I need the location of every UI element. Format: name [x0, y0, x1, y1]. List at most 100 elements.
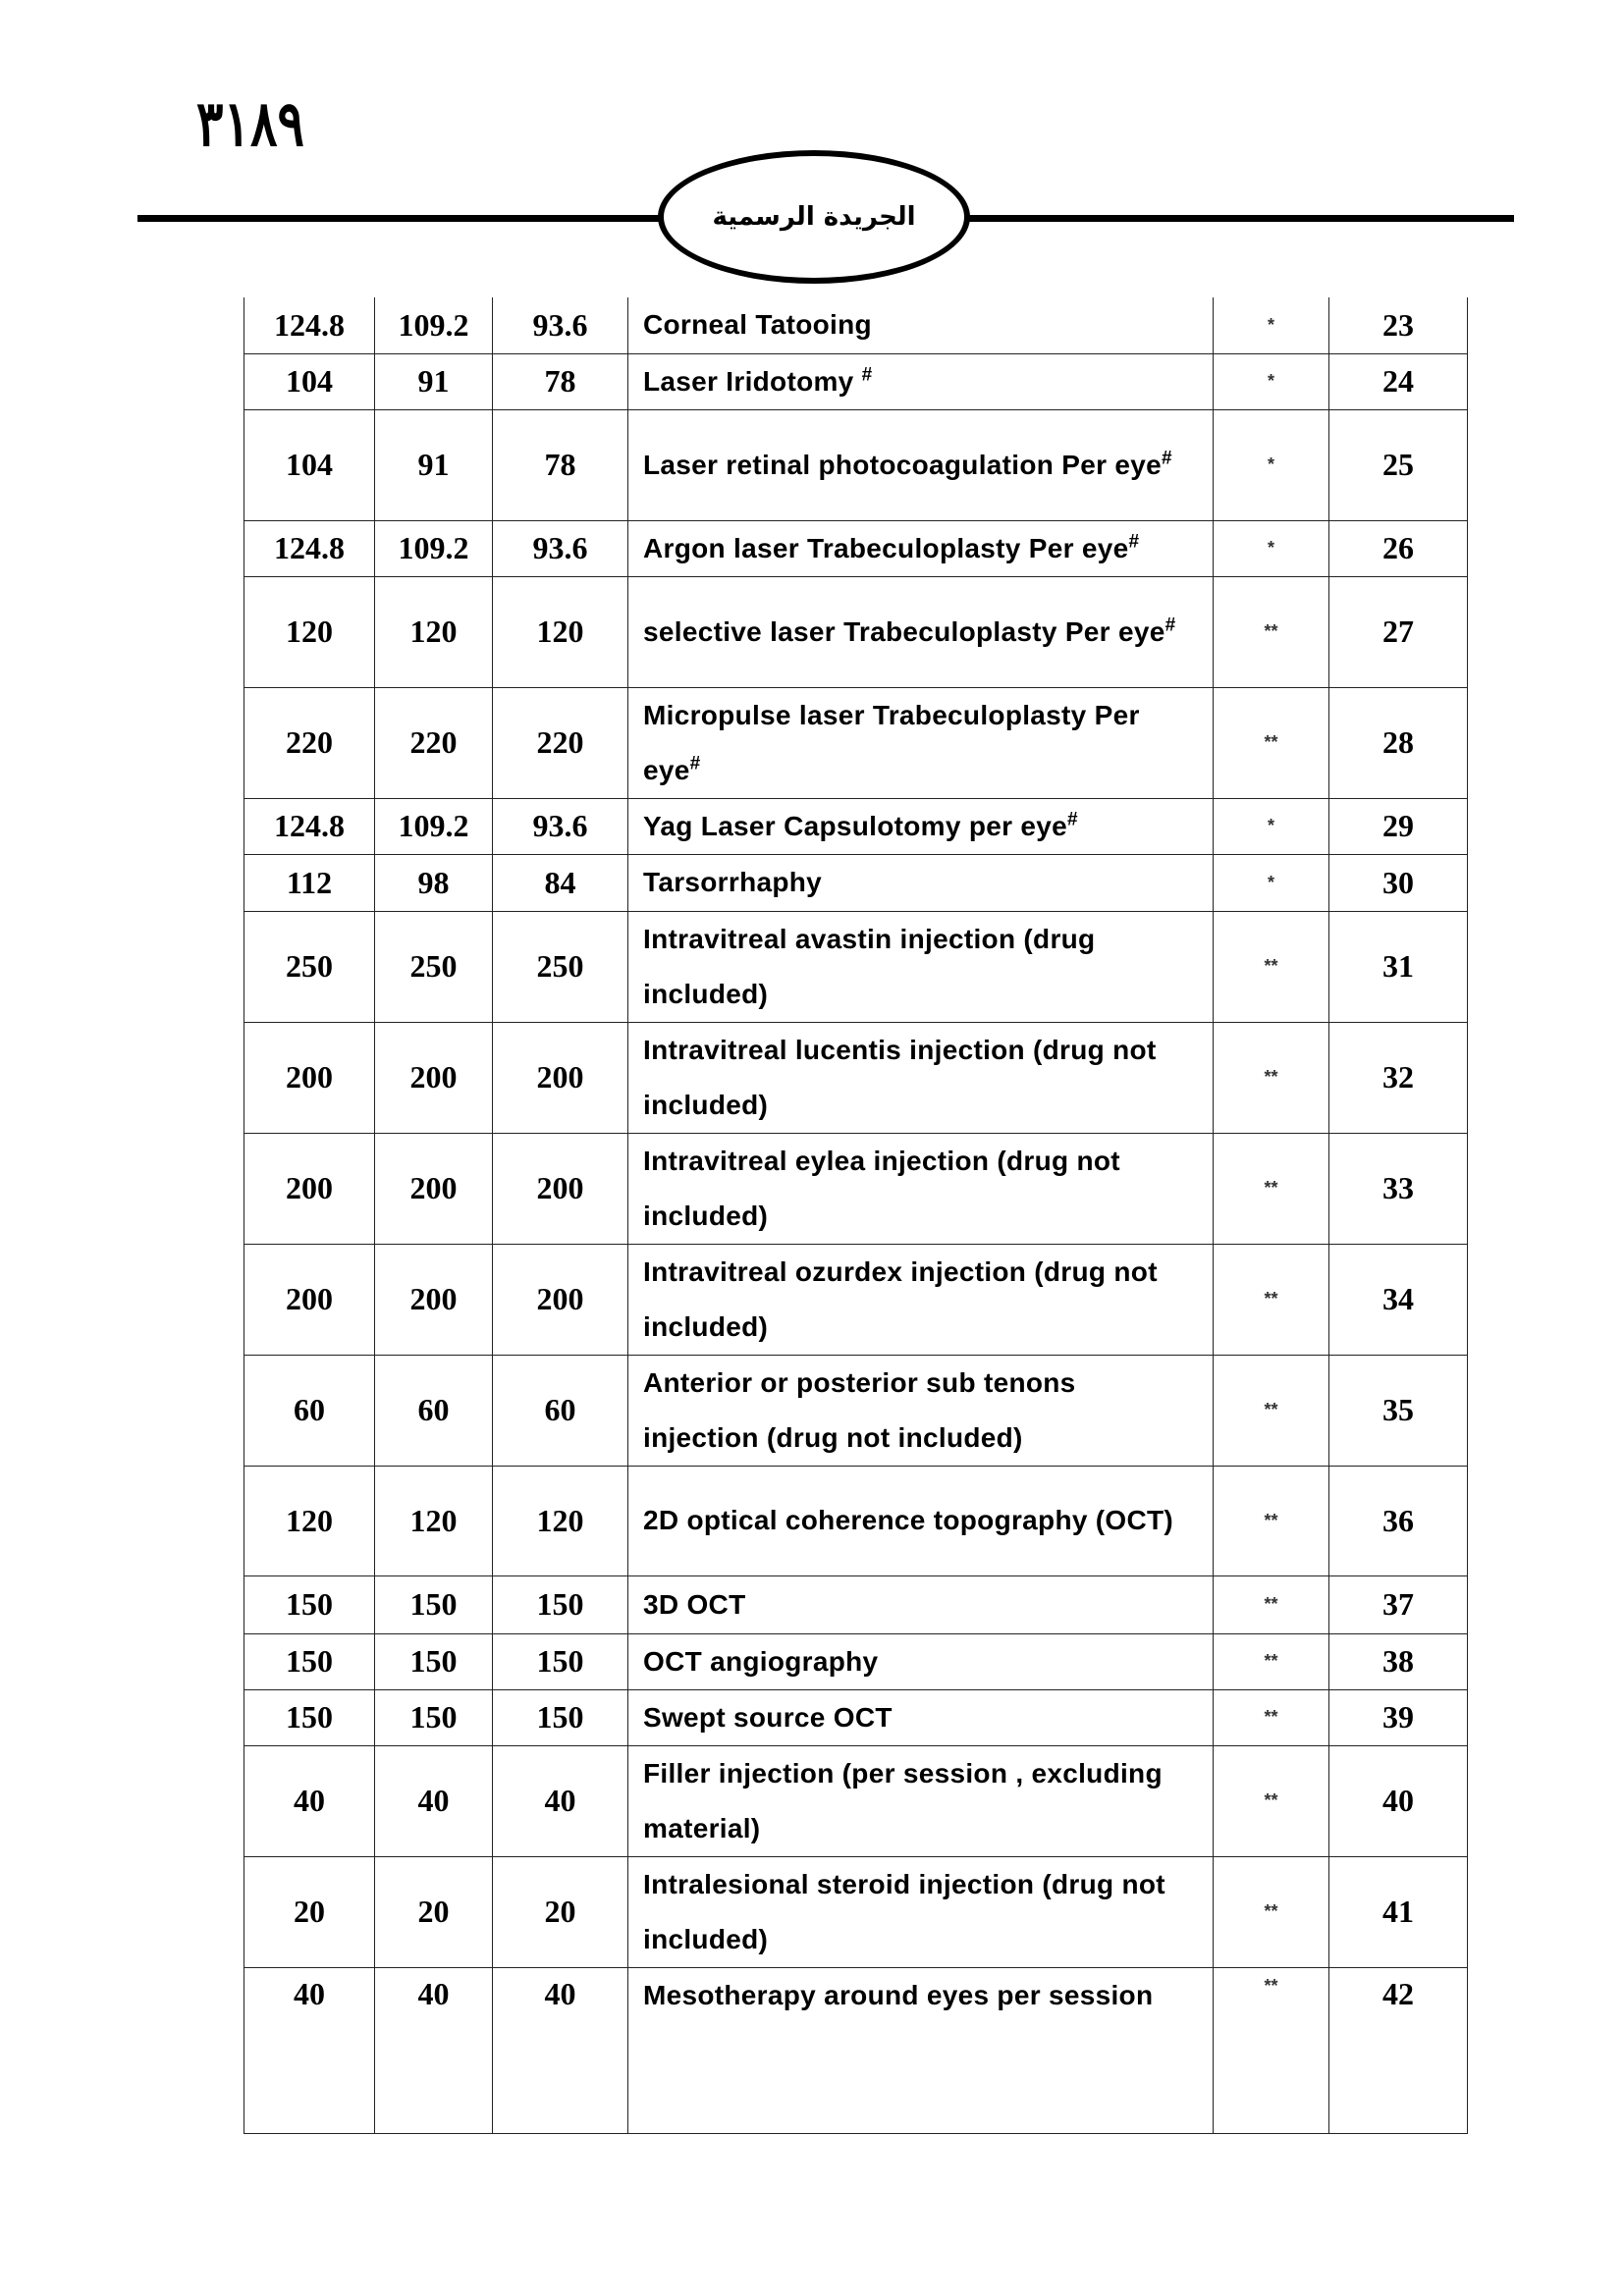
fee-col-2: 40 — [374, 1966, 493, 2134]
fee-col-2-text: 91 — [417, 363, 450, 399]
fee-col-1: 120 — [244, 575, 375, 688]
procedure-name-text: Corneal Tatooing — [643, 309, 872, 341]
fee-col-1-text: 200 — [286, 1281, 333, 1316]
fee-col-3-text: 150 — [536, 1586, 584, 1622]
procedure-name: Corneal Tatooing — [627, 297, 1214, 354]
fee-col-3-text: 250 — [536, 948, 584, 984]
fee-col-2-text: 109.2 — [398, 306, 469, 343]
table-row: 220 220 220 Micropulse laser Trabeculoplast… — [244, 686, 1468, 799]
category-mark: ** — [1213, 1688, 1329, 1746]
fee-col-3-text: 150 — [536, 1643, 584, 1679]
fee-col-3: 93.6 — [492, 297, 628, 354]
procedure-name: Micropulse laser Trabeculoplasty Per eye… — [627, 686, 1214, 799]
procedure-name-text: Micropulse laser Trabeculoplasty Per eye — [643, 699, 1140, 785]
fee-col-2-text: 91 — [417, 447, 450, 482]
fee-col-3: 120 — [492, 1465, 628, 1576]
fee-col-2-text: 60 — [417, 1392, 450, 1427]
row-number-text: 39 — [1382, 1699, 1414, 1735]
row-number-text: 27 — [1382, 614, 1414, 649]
fee-col-1: 220 — [244, 686, 375, 799]
category-mark-text: ** — [1264, 1707, 1278, 1727]
fee-col-2-text: 150 — [409, 1643, 458, 1679]
row-number-text: 30 — [1382, 864, 1414, 900]
fee-col-3: 20 — [492, 1855, 628, 1968]
fee-col-1-text: 150 — [286, 1586, 333, 1622]
procedure-name-text: Intravitreal lucentis injection (drug no… — [643, 1034, 1157, 1120]
fee-col-3: 93.6 — [492, 519, 628, 577]
row-number: 30 — [1328, 853, 1468, 912]
row-number-text: 38 — [1382, 1643, 1414, 1679]
fee-col-2: 250 — [374, 910, 493, 1023]
fee-col-1-text: 112 — [286, 864, 333, 900]
fee-col-1-text: 150 — [286, 1643, 333, 1679]
footnote-mark: # — [1128, 531, 1140, 553]
category-mark-text: ** — [1264, 956, 1278, 976]
category-mark: ** — [1213, 910, 1329, 1023]
procedure-name-text: Intravitreal eylea injection (drug not i… — [643, 1145, 1120, 1231]
fee-col-3: 40 — [492, 1744, 628, 1857]
category-mark-text: ** — [1264, 1901, 1278, 1921]
table-row: 120 120 120 2D optical coherence topography… — [244, 1465, 1468, 1576]
fee-col-1: 40 — [244, 1744, 375, 1857]
procedure-name: Intravitreal ozurdex injection (drug not… — [627, 1243, 1214, 1356]
category-mark-text: ** — [1264, 732, 1278, 752]
table-row: 124.8 109.2 93.6 Yag Laser Capsulotomy per … — [244, 797, 1468, 855]
procedure-name-text: 2D optical coherence topography (OCT) — [643, 1505, 1174, 1535]
row-number: 29 — [1328, 797, 1468, 855]
category-mark: * — [1213, 519, 1329, 577]
procedure-name: OCT angiography — [627, 1632, 1214, 1690]
category-mark-text: ** — [1264, 1178, 1278, 1198]
fee-col-2-text: 150 — [409, 1699, 458, 1735]
procedure-name: Argon laser Trabeculoplasty Per eye# — [627, 519, 1214, 577]
fee-col-1-text: 250 — [286, 948, 333, 984]
fee-col-2-text: 109.2 — [398, 530, 469, 565]
fee-col-3-text: 40 — [544, 1975, 576, 2011]
fee-col-1: 40 — [244, 1966, 375, 2134]
table-row: 104 91 78 Laser retinal photocoagulation Pe… — [244, 408, 1468, 521]
fee-col-2-text: 40 — [417, 1975, 450, 2011]
fee-col-3-text: 200 — [536, 1170, 584, 1205]
fee-table: 124.8 109.2 93.6 Corneal Tatooing * 23 104 91 78… — [244, 297, 1468, 2134]
procedure-name: Intravitreal avastin injection (drug inc… — [627, 910, 1214, 1023]
category-mark: ** — [1213, 1354, 1329, 1467]
fee-col-1-text: 150 — [286, 1699, 333, 1735]
table-row: 200 200 200 Intravitreal ozurdex injection … — [244, 1243, 1468, 1356]
category-mark-text: ** — [1264, 1790, 1278, 1810]
procedure-name-text: Intravitreal ozurdex injection (drug not… — [643, 1255, 1158, 1342]
category-mark: ** — [1213, 1966, 1329, 2134]
category-mark-text: ** — [1264, 1975, 1278, 1996]
category-mark-text: ** — [1264, 1400, 1278, 1419]
fee-col-2: 150 — [374, 1688, 493, 1746]
procedure-name-text: Argon laser Trabeculoplasty Per eye — [643, 532, 1129, 563]
fee-col-2-text: 20 — [417, 1894, 450, 1929]
footnote-mark: # — [689, 753, 701, 774]
row-number-text: 25 — [1382, 447, 1414, 482]
procedure-name: Filler injection (per session , excludin… — [627, 1744, 1214, 1857]
row-number-text: 41 — [1382, 1894, 1414, 1929]
fee-col-2: 91 — [374, 352, 493, 410]
fee-col-2-text: 40 — [417, 1783, 450, 1818]
row-number-text: 29 — [1382, 808, 1414, 843]
fee-col-1-text: 124.8 — [274, 306, 345, 343]
fee-col-1-text: 200 — [286, 1170, 333, 1205]
procedure-name-text: selective laser Trabeculoplasty Per eye — [643, 615, 1165, 647]
row-number: 28 — [1328, 686, 1468, 799]
row-number: 24 — [1328, 352, 1468, 410]
table-row: 200 200 200 Intravitreal eylea injection (d… — [244, 1132, 1468, 1245]
row-number-text: 33 — [1382, 1170, 1414, 1205]
fee-col-1: 60 — [244, 1354, 375, 1467]
category-mark: ** — [1213, 1243, 1329, 1356]
fee-col-2: 200 — [374, 1243, 493, 1356]
fee-col-3-text: 120 — [536, 1502, 584, 1538]
fee-col-3-text: 93.6 — [532, 808, 588, 843]
procedure-name-text: Filler injection (per session , excludin… — [643, 1757, 1163, 1843]
table-row: 150 150 150 OCT angiography ** 38 — [244, 1632, 1468, 1690]
fee-col-3-text: 78 — [544, 447, 576, 482]
procedure-name-text: Intravitreal avastin injection (drug inc… — [643, 923, 1096, 1009]
fee-col-1-text: 104 — [286, 447, 333, 482]
fee-col-3-text: 93.6 — [532, 306, 588, 343]
fee-col-3: 150 — [492, 1575, 628, 1634]
fee-col-2: 20 — [374, 1855, 493, 1968]
procedure-name-text: Mesotherapy around eyes per session — [643, 1979, 1154, 2010]
table-row: 112 98 84 Tarsorrhaphy * 30 — [244, 853, 1468, 912]
